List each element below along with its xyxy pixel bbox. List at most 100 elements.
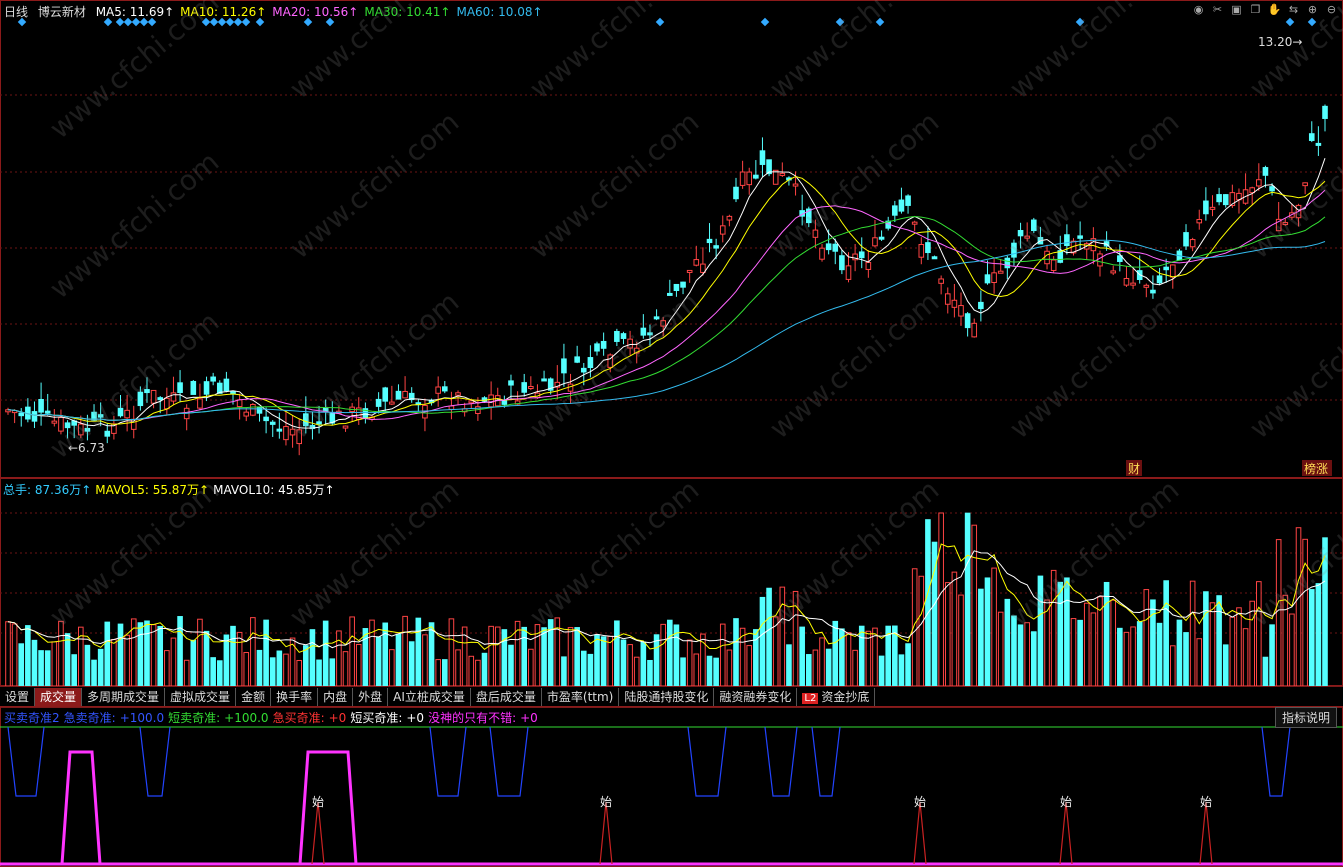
volume-chart[interactable]: www.cfchi.com www.cfchi.com www.cfchi.com w… bbox=[0, 478, 1343, 686]
volume-bar bbox=[786, 644, 792, 686]
sell-signal-dip bbox=[811, 726, 841, 797]
tab-2[interactable]: 多周期成交量 bbox=[82, 688, 166, 706]
candle-body bbox=[878, 236, 885, 240]
volume-bar bbox=[481, 652, 488, 686]
marker-box bbox=[1126, 460, 1142, 476]
volume-bar bbox=[614, 620, 620, 686]
zoom-in-icon[interactable]: ⊕ bbox=[1307, 3, 1318, 16]
low-price-label: ←6.73 bbox=[68, 441, 105, 455]
volume-bar bbox=[580, 650, 587, 686]
volume-bar bbox=[137, 622, 144, 686]
tab-6[interactable]: 内盘 bbox=[318, 688, 354, 706]
tab-9[interactable]: 盘后成交量 bbox=[471, 688, 542, 706]
candle-body bbox=[303, 413, 309, 427]
candle-body bbox=[1130, 282, 1136, 286]
tab-13[interactable]: L2 资金抄底 bbox=[797, 688, 876, 706]
candle-body bbox=[190, 380, 197, 395]
tab-4[interactable]: 金额 bbox=[236, 688, 272, 706]
scissors-icon[interactable]: ✂ bbox=[1212, 3, 1223, 16]
candle-body bbox=[197, 398, 203, 409]
volume-bar bbox=[11, 623, 18, 686]
tab-label: 市盈率(ttm) bbox=[546, 690, 614, 704]
volume-bar bbox=[269, 657, 276, 686]
tab-label: 金额 bbox=[241, 690, 266, 704]
candle-body bbox=[1302, 182, 1308, 187]
candle-body bbox=[600, 340, 607, 349]
volume-bar bbox=[991, 567, 997, 686]
volume-bar bbox=[276, 650, 283, 686]
tab-label: 盘后成交量 bbox=[475, 690, 536, 704]
start-signal-peak bbox=[1199, 801, 1213, 865]
candle-body bbox=[1017, 230, 1024, 237]
tab-8[interactable]: AI立桩成交量 bbox=[388, 688, 471, 706]
watermark: www.cfchi.com bbox=[43, 305, 225, 465]
volume-bar bbox=[1130, 626, 1136, 686]
candle-body bbox=[1262, 167, 1269, 176]
candle-body bbox=[276, 428, 283, 432]
volume-bar bbox=[1216, 595, 1222, 686]
period-label[interactable]: 日线 bbox=[4, 5, 29, 19]
arrows-icon[interactable]: ⇆ bbox=[1288, 3, 1299, 16]
volume-bar bbox=[561, 656, 567, 686]
volume-bar bbox=[18, 643, 25, 686]
candle-body bbox=[819, 247, 825, 260]
tab-12[interactable]: 融资融券变化 bbox=[714, 688, 798, 706]
signal-diamond bbox=[131, 17, 141, 27]
tab-1[interactable]: 成交量 bbox=[35, 688, 83, 706]
zoom-out-icon[interactable]: ⊖ bbox=[1326, 3, 1337, 16]
candle-body bbox=[812, 229, 819, 238]
volume-bar bbox=[250, 617, 256, 686]
indicator-chart[interactable]: 始始始始始 bbox=[0, 706, 1343, 867]
tab-7[interactable]: 外盘 bbox=[353, 688, 389, 706]
tab-label: 资金抄底 bbox=[821, 690, 870, 704]
candle-body bbox=[77, 423, 84, 436]
candle-body bbox=[633, 347, 640, 354]
volume-bar bbox=[289, 637, 296, 686]
marker-box bbox=[1302, 460, 1332, 476]
candle-body bbox=[759, 150, 766, 165]
candle-body bbox=[1249, 187, 1256, 194]
volume-bar bbox=[925, 519, 931, 686]
volume-bar bbox=[1090, 612, 1097, 686]
tab-5[interactable]: 换手率 bbox=[271, 688, 319, 706]
tab-11[interactable]: 陆股通持股变化 bbox=[619, 688, 715, 706]
candle-body bbox=[170, 392, 177, 402]
candle-body bbox=[1031, 219, 1037, 232]
tab-0[interactable]: 设置 bbox=[0, 688, 36, 706]
lock-icon[interactable]: ▣ bbox=[1231, 3, 1242, 16]
watermark: www.cfchi.com bbox=[283, 285, 465, 445]
candle-body bbox=[488, 394, 494, 408]
volume-bar bbox=[1050, 569, 1057, 686]
signal-diamond bbox=[255, 17, 265, 27]
candle-body bbox=[1064, 234, 1070, 247]
volume-bar bbox=[1176, 619, 1183, 686]
tab-10[interactable]: 市盈率(ttm) bbox=[542, 688, 620, 706]
copy-icon[interactable]: ❐ bbox=[1250, 3, 1261, 16]
candle-body bbox=[1203, 200, 1209, 215]
candle-body bbox=[1183, 232, 1189, 247]
volume-bar bbox=[812, 649, 819, 686]
candle-body bbox=[839, 255, 845, 271]
indicator-legend-item: +100.0 bbox=[224, 711, 269, 725]
candle-body bbox=[144, 389, 150, 394]
candle-body bbox=[905, 195, 911, 206]
candle-body bbox=[97, 414, 104, 418]
candle-body bbox=[772, 169, 779, 185]
ma-line-30 bbox=[7, 215, 1326, 421]
volume-bar bbox=[183, 659, 190, 686]
candle-body bbox=[5, 409, 11, 413]
volume-bar bbox=[713, 657, 719, 686]
eye-icon[interactable]: ◉ bbox=[1193, 3, 1204, 16]
volume-bar bbox=[594, 634, 600, 686]
tab-3[interactable]: 虚拟成交量 bbox=[165, 688, 237, 706]
candle-body bbox=[508, 380, 514, 386]
hand-icon[interactable]: ✋ bbox=[1267, 3, 1282, 16]
candle-body bbox=[283, 426, 289, 441]
signal-diamond bbox=[123, 17, 133, 27]
candle-body bbox=[925, 242, 931, 254]
candle-body bbox=[892, 205, 898, 216]
candle-body bbox=[686, 269, 693, 273]
indicator-help-button[interactable]: 指标说明 bbox=[1274, 707, 1337, 728]
candle-body bbox=[1117, 255, 1123, 262]
